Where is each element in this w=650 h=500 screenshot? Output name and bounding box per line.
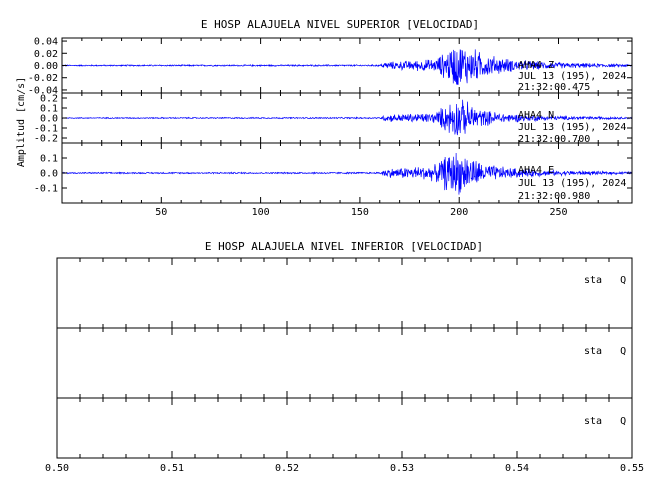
upper-x-axis: 50 100 150 200 250 — [155, 207, 567, 218]
y-tick-label: 0.02 — [34, 49, 58, 60]
y-tick-label: 0.0 — [40, 114, 58, 125]
panel-n-time-label: 21:32:00.700 — [518, 134, 590, 145]
y-tick-label: -0.1 — [34, 124, 58, 135]
lower-chart-title: E HOSP ALAJUELA NIVEL INFERIOR [VELOCIDA… — [205, 240, 483, 253]
x-tick-label: 0.53 — [390, 463, 414, 474]
x-tick-label: 150 — [351, 207, 369, 218]
waveform-trace-z — [61, 49, 633, 85]
y-tick-label: 0.2 — [40, 94, 58, 105]
lower-chart: E HOSP ALAJUELA NIVEL INFERIOR [VELOCIDA… — [45, 240, 644, 474]
panel-z-time-label: 21:32:00.475 — [518, 82, 590, 93]
y-tick-label: -0.2 — [34, 134, 58, 145]
x-tick-label: 0.54 — [505, 463, 529, 474]
upper-chart-title: E HOSP ALAJUELA NIVEL SUPERIOR [VELOCIDA… — [201, 18, 479, 31]
y-tick-label: -0.02 — [28, 73, 58, 84]
x-tick-label: 0.55 — [620, 463, 644, 474]
panel-z-date-label: JUL 13 (195), 2024 — [518, 71, 626, 82]
x-tick-label: 0.51 — [160, 463, 184, 474]
lower-panel-3: sta Q — [56, 397, 633, 459]
lower-panel-1: sta Q — [56, 257, 633, 329]
y-tick-label: 0.00 — [34, 61, 58, 72]
y-tick-label: 0.1 — [40, 104, 58, 115]
lower-panel-3-label: sta Q — [584, 416, 626, 427]
upper-chart: E HOSP ALAJUELA NIVEL SUPERIOR [VELOCIDA… — [16, 18, 633, 218]
y-tick-label: 0.0 — [40, 169, 58, 180]
x-tick-label: 200 — [450, 207, 468, 218]
panel-e-time-label: 21:32:00.980 — [518, 191, 590, 202]
upper-panel-e: 0.1 0.0 -0.1 AHA4 E JUL 13 (195), 2024 21:… — [34, 142, 633, 204]
x-tick-label: 50 — [155, 207, 167, 218]
x-tick-label: 250 — [549, 207, 567, 218]
lower-panel-2-label: sta Q — [584, 346, 626, 357]
y-tick-label: 0.04 — [34, 37, 58, 48]
waveform-trace-n — [61, 99, 633, 136]
lower-panel-1-label: sta Q — [584, 275, 626, 286]
lower-x-axis: 0.50 0.51 0.52 0.53 0.54 0.55 — [45, 258, 644, 474]
lower-panel-1-frame — [56, 257, 633, 329]
panel-z-station-label: AHA4 Z — [518, 60, 554, 71]
y-tick-label: 0.1 — [40, 154, 58, 165]
y-tick-label: -0.04 — [28, 85, 58, 96]
upper-panel-z: 0.040.020.00-0.02-0.04 AHA4 Z JUL 13 (19… — [28, 37, 633, 96]
upper-y-axis-label: Amplitud [cm/s] — [16, 77, 27, 167]
panel-e-station-label: AHA4 E — [518, 165, 554, 176]
y-tick-label: -0.1 — [34, 184, 58, 195]
panel-n-station-label: AHA4 N — [518, 110, 554, 121]
panel-e-date-label: JUL 13 (195), 2024 — [518, 178, 626, 189]
x-tick-label: 0.50 — [45, 463, 69, 474]
x-tick-label: 0.52 — [275, 463, 299, 474]
lower-panel-3-frame — [56, 397, 633, 459]
x-tick-label: 100 — [252, 207, 270, 218]
lower-panel-2: sta Q — [56, 327, 633, 399]
waveform-trace-e — [61, 153, 633, 195]
panel-n-date-label: JUL 13 (195), 2024 — [518, 122, 626, 133]
upper-panel-n: 0.20.10.0-0.1-0.2 AHA4 N JUL 13 (195), 2… — [34, 92, 633, 145]
lower-panel-2-frame — [56, 327, 633, 399]
